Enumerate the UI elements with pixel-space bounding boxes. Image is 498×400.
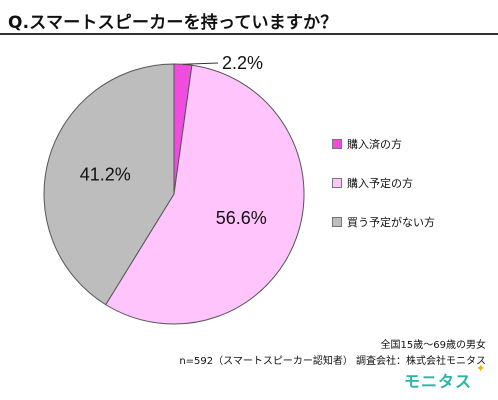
label-purchased: 2.2%	[222, 53, 263, 73]
legend-swatch-purchased	[332, 139, 342, 149]
chart-title: Q.スマートスピーカーを持っていますか？	[8, 13, 338, 33]
legend-item-planning: 購入予定の方	[332, 176, 435, 190]
leader-line-purchased	[182, 62, 219, 65]
brand-spark-icon: ✦	[476, 362, 486, 375]
legend-item-no-plan: 買う予定がない方	[332, 215, 435, 229]
legend-item-purchased: 購入済の方	[332, 137, 435, 151]
slice-no-plan	[43, 63, 175, 306]
sample-size-note: n=592（スマートスピーカー認知者） 調査会社：株式会社モニタス	[179, 356, 486, 367]
survey-population-note: 全国15歳～69歳の男女	[380, 340, 486, 351]
legend: 購入済の方 購入予定の方 買う予定がない方	[332, 137, 435, 254]
pie-labels: 2.2% 56.6% 41.2%	[80, 53, 267, 228]
legend-swatch-planning	[332, 178, 342, 188]
title-underline	[0, 33, 498, 35]
label-no-plan: 41.2%	[80, 164, 131, 184]
legend-swatch-no-plan	[332, 217, 342, 227]
legend-label-purchased: 購入済の方	[347, 138, 402, 151]
label-planning: 56.6%	[216, 208, 267, 228]
slice-planning	[105, 64, 305, 325]
legend-label-no-plan: 買う予定がない方	[347, 216, 435, 229]
legend-label-planning: 購入予定の方	[347, 177, 413, 190]
pie-slices	[43, 63, 305, 325]
brand-logo: モニタス	[404, 372, 473, 391]
